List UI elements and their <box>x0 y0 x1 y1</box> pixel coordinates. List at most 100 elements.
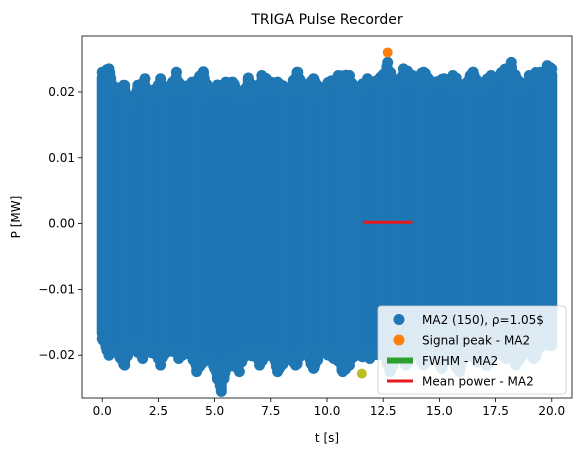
legend-box <box>377 305 567 395</box>
ma2-point-upper <box>249 83 261 95</box>
ma2-point-upper <box>418 66 430 78</box>
ma2-point-upper <box>119 79 131 91</box>
ma2-point-upper <box>485 69 497 81</box>
ma2-point-upper <box>242 73 254 85</box>
ma2-point-upper <box>272 76 284 88</box>
ma2-point-lower <box>96 333 108 345</box>
ma2-point-lower <box>164 343 176 355</box>
ma2-point-upper <box>546 63 558 75</box>
y-axis: −0.02 −0.01 0.00 0.01 0.02 <box>38 85 82 362</box>
ma2-point-lower <box>137 353 149 365</box>
ma2-point-lower <box>352 349 364 361</box>
ma2-point-lower <box>263 346 275 358</box>
ma2-point-upper <box>323 76 335 88</box>
x-axis-label: t [s] <box>315 431 339 445</box>
ma2-point-lower <box>110 346 122 358</box>
ma2-point-upper <box>110 83 122 95</box>
ma2-point-upper <box>146 89 158 101</box>
ma2-point-upper <box>438 73 450 85</box>
ma2-point-band <box>546 69 558 346</box>
ma2-point-lower <box>233 366 245 378</box>
x-tick-label: 17.5 <box>482 404 509 418</box>
ma2-point-lower <box>281 353 293 365</box>
plot-area <box>96 47 558 397</box>
ma2-point-lower <box>299 346 311 358</box>
ma2-point-lower <box>148 346 160 358</box>
ma2-point-upper <box>352 83 364 95</box>
ma2-point-lower <box>242 346 254 358</box>
ma2-point-lower <box>119 359 131 371</box>
ma2-point-upper <box>177 83 189 95</box>
ma2-point-upper <box>514 79 526 91</box>
ma2-point-upper <box>496 66 508 78</box>
chart-title: TRIGA Pulse Recorder <box>250 12 403 28</box>
ma2-point-upper <box>155 73 167 85</box>
ma2-point-upper <box>139 73 151 85</box>
ma2-point-upper <box>370 76 382 88</box>
legend-label-signal-peak: Signal peak - MA2 <box>422 334 530 348</box>
ma2-point-upper <box>197 66 209 78</box>
ma2-point-upper <box>103 63 115 75</box>
ma2-point-upper <box>505 56 517 68</box>
ma2-point-lower <box>155 359 167 371</box>
signal-peak-point <box>382 47 393 58</box>
ma2-point-upper <box>332 69 344 81</box>
ma2-point-lower <box>328 353 340 365</box>
legend-marker-signal-peak <box>393 334 405 346</box>
ma2-point-lower <box>337 366 349 378</box>
ma2-point-upper <box>164 83 176 95</box>
ma2-point-lower <box>319 346 331 358</box>
x-tick-label: 0.0 <box>93 404 112 418</box>
ma2-point-upper <box>382 56 394 68</box>
legend-label-mean-power: Mean power - MA2 <box>422 375 534 389</box>
ma2-point-upper <box>406 69 418 81</box>
ma2-point-upper <box>456 79 468 91</box>
ma2-point-upper <box>204 83 216 95</box>
ma2-point-lower <box>200 353 212 365</box>
ma2-point-upper <box>227 76 239 88</box>
ma2-point-lower <box>343 359 355 371</box>
x-axis: 0.0 2.5 5.0 7.5 10.0 12.5 15.0 17.5 20.0 <box>93 398 565 418</box>
ma2-point-upper <box>535 66 547 78</box>
ma2-point-lower <box>215 385 227 397</box>
legend-marker-ma2 <box>393 314 405 325</box>
y-axis-label: P [MW] <box>9 196 23 239</box>
x-tick-label: 20.0 <box>538 404 565 418</box>
ma2-point-lower <box>209 362 221 374</box>
ma2-point-upper <box>476 79 488 91</box>
ma2-point-upper <box>523 69 535 81</box>
y-tick-label: 0.00 <box>48 217 75 231</box>
y-tick-label: 0.02 <box>48 85 75 99</box>
ma2-point-lower <box>173 353 185 365</box>
ma2-point-upper <box>125 96 137 108</box>
ma2-point-upper <box>236 89 248 101</box>
ma2-point-upper <box>429 76 441 88</box>
ma2-point-upper <box>281 83 293 95</box>
ma2-point-lower <box>224 356 236 368</box>
x-tick-label: 15.0 <box>426 404 453 418</box>
ma2-point-upper <box>170 66 182 78</box>
ma2-point-upper <box>397 63 409 75</box>
ma2-point-lower <box>191 366 203 378</box>
ma2-point-upper <box>361 73 373 85</box>
ma2-point-upper <box>317 83 329 95</box>
ma2-point-lower <box>364 353 376 365</box>
ma2-point-upper <box>308 73 320 85</box>
legend: MA2 (150), ρ=1.05$ Signal peak - MA2 FWH… <box>377 305 567 395</box>
x-tick-label: 2.5 <box>149 404 168 418</box>
x-tick-label: 5.0 <box>205 404 224 418</box>
ma2-point-upper <box>467 66 479 78</box>
ma2-point-upper <box>256 69 268 81</box>
ma2-point-lower <box>272 366 284 378</box>
ma2-point-upper <box>292 66 304 78</box>
legend-label-fwhm: FWHM - MA2 <box>422 354 498 368</box>
ma2-point-lower <box>128 339 140 351</box>
x-tick-label: 12.5 <box>370 404 397 418</box>
y-tick-label: −0.02 <box>38 348 75 362</box>
x-tick-label: 10.0 <box>314 404 341 418</box>
ma2-point-lower <box>290 359 302 371</box>
ma2-point-lower <box>308 362 320 374</box>
ma2-point-upper <box>132 79 144 91</box>
y-tick-label: −0.01 <box>38 282 75 296</box>
